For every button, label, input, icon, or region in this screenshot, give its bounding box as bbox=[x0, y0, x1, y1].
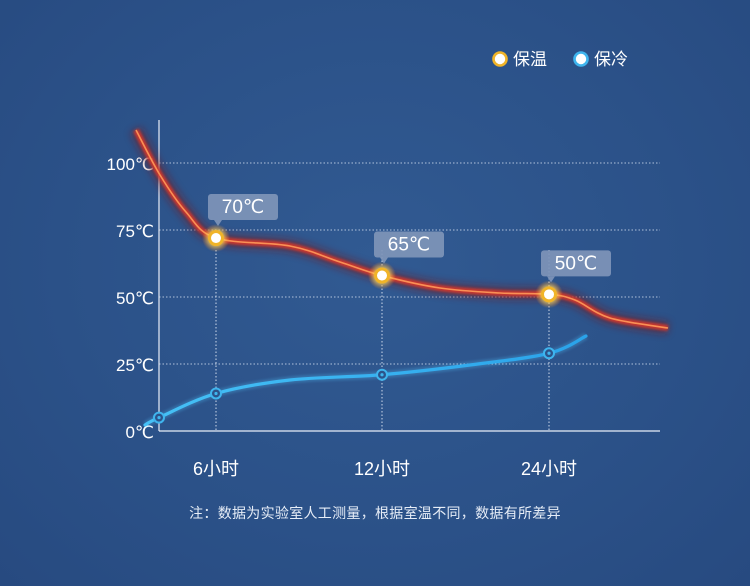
warm-data-point bbox=[374, 267, 390, 284]
point-label-box bbox=[208, 194, 278, 221]
legend-label: 保温 bbox=[513, 50, 547, 69]
point-labels: 70℃ 65℃ 50℃ bbox=[208, 194, 611, 283]
point-label-box bbox=[541, 250, 611, 277]
y-tick-label: 100℃ bbox=[107, 155, 154, 174]
point-label-text: 50℃ bbox=[555, 253, 597, 274]
legend-marker bbox=[573, 51, 589, 67]
warm-data-point bbox=[208, 230, 224, 247]
cold-data-point-center bbox=[380, 373, 384, 377]
legend: 保温 保冷 bbox=[492, 50, 628, 69]
series-cold-glow bbox=[143, 332, 588, 429]
point-label: 70℃ bbox=[208, 194, 278, 227]
marker-guide-lines bbox=[215, 250, 550, 431]
y-tick-label: 25℃ bbox=[116, 356, 154, 375]
y-tick-label: 50℃ bbox=[116, 289, 154, 308]
series-cold-line bbox=[143, 334, 588, 427]
point-label-pointer bbox=[214, 220, 222, 227]
point-label-text: 65℃ bbox=[388, 235, 430, 256]
point-label: 65℃ bbox=[374, 231, 444, 264]
series-cold bbox=[143, 332, 588, 429]
point-label-box bbox=[374, 231, 444, 258]
x-tick-label: 12小时 bbox=[354, 459, 410, 479]
point-label-text: 70℃ bbox=[222, 197, 264, 218]
x-axis-tick-labels: 6小时 12小时 24小时 bbox=[193, 459, 577, 479]
cold-data-point-center bbox=[547, 351, 551, 355]
x-tick-label: 6小时 bbox=[193, 459, 239, 479]
cold-data-point-center bbox=[214, 391, 218, 396]
warm-data-point bbox=[541, 286, 557, 303]
point-label-pointer bbox=[547, 276, 555, 283]
point-label-pointer bbox=[380, 257, 388, 264]
x-tick-label: 24小时 bbox=[521, 459, 577, 479]
footnote: 注：数据为实验室人工测量，根据室温不同，数据有所差异 bbox=[189, 505, 561, 521]
series-warm bbox=[130, 127, 670, 334]
cold-data-point-center bbox=[157, 416, 161, 420]
y-axis-tick-labels: 100℃75℃50℃25℃0℃ bbox=[107, 155, 154, 442]
legend-label: 保冷 bbox=[594, 50, 628, 69]
point-label: 50℃ bbox=[541, 250, 611, 283]
legend-marker bbox=[492, 51, 508, 67]
y-tick-label: 75℃ bbox=[116, 222, 154, 241]
